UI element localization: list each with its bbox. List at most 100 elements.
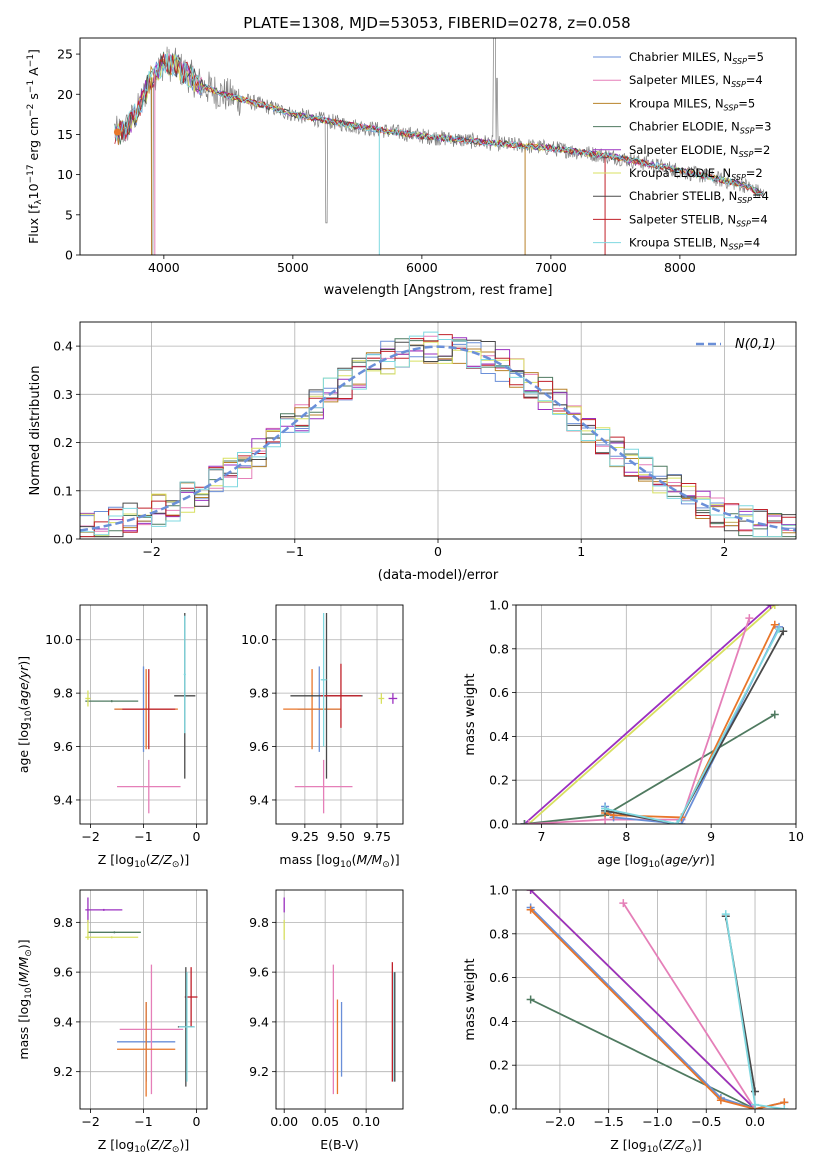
mass-weight-line xyxy=(524,713,776,824)
x-tick-label: 0.0 xyxy=(745,1114,765,1129)
point-marker xyxy=(775,625,784,634)
axes-frame xyxy=(515,889,797,1110)
y-tick-label: 0.8 xyxy=(489,641,509,656)
y-tick-label: 9.8 xyxy=(53,915,73,930)
plot-area xyxy=(113,38,765,255)
x-tick-label: 0 xyxy=(434,544,442,559)
legend-entry: Chabrier ELODIE, NSSP=3 xyxy=(629,120,771,136)
point-marker xyxy=(770,710,779,719)
axes-frame xyxy=(275,889,404,1110)
axes-frame xyxy=(515,604,797,825)
x-axis-label: age [log10(age/yr)] xyxy=(597,852,714,870)
plot-area xyxy=(85,613,196,814)
normal-curve xyxy=(80,345,796,532)
y-tick-label: 10 xyxy=(57,167,73,182)
x-tick-label: 2 xyxy=(720,544,728,559)
x-axis-label: Z [log10(Z/Z⊙)] xyxy=(98,1137,189,1155)
age-vs-metallicity-panel: −2 −1 0 9.4 9.6 9.8 10.0 Z [log10(Z/Z⊙)] age [lo… xyxy=(16,604,208,870)
y-tick-label: 0 xyxy=(65,248,73,263)
mass-weight-line xyxy=(529,890,756,1109)
legend-entry: Salpeter MILES, NSSP=4 xyxy=(629,73,763,89)
point-marker xyxy=(524,820,533,824)
x-tick-label: −1 xyxy=(286,544,304,559)
mass-weight-vs-metallicity-panel: −2.0 −1.5 −1.0 −0.5 0.0 0.0 0.2 0.4 0.6 0.8 1.0 Z [… xyxy=(463,883,797,1155)
model-spectrum xyxy=(114,52,764,198)
legend-entry: Kroupa STELIB, NSSP=4 xyxy=(629,236,760,252)
mass-weight-line xyxy=(528,605,776,824)
x-tick-label: 9.50 xyxy=(327,829,355,844)
y-axis-label: mass weight xyxy=(463,673,478,755)
y-tick-label: 9.8 xyxy=(249,686,269,701)
y-axis-label: mass weight xyxy=(463,958,478,1040)
y-axis-label: Flux [fλ10−17 erg cm−2 s−1 A−1] xyxy=(26,49,44,244)
y-tick-label: 10.0 xyxy=(45,632,73,647)
y-tick-label: 9.6 xyxy=(53,739,73,754)
mass-weight-line xyxy=(523,605,772,824)
point-marker xyxy=(716,1096,725,1105)
x-tick-label: 0 xyxy=(192,829,200,844)
axes-frame xyxy=(79,321,797,540)
y-tick-label: 0.4 xyxy=(53,339,73,354)
y-axis-label: mass [log10(M/M⊙)] xyxy=(16,939,34,1059)
x-tick-label: −1 xyxy=(134,1114,152,1129)
x-tick-label: 4000 xyxy=(148,260,180,275)
y-tick-label: 15 xyxy=(57,127,73,142)
point-marker xyxy=(745,614,754,623)
x-tick-label: 8 xyxy=(622,829,630,844)
y-tick-label: 0.4 xyxy=(489,1014,509,1029)
y-tick-label: 0.1 xyxy=(53,483,73,498)
x-tick-label: 9 xyxy=(707,829,715,844)
y-tick-label: 0.0 xyxy=(53,532,73,547)
x-tick-label: 7000 xyxy=(535,260,567,275)
mass-weight-line xyxy=(530,998,756,1109)
mass-weight-vs-age-panel: 7 8 9 10 0.0 0.2 0.4 0.6 0.8 1.0 age [log10(age/yr… xyxy=(463,598,804,871)
point-marker xyxy=(766,605,775,609)
x-axis-label: E(B-V) xyxy=(320,1137,359,1152)
legend-entry: Chabrier STELIB, NSSP=4 xyxy=(629,189,769,205)
x-tick-label: 5000 xyxy=(277,260,309,275)
y-tick-label: 9.6 xyxy=(249,965,269,980)
x-axis-label: mass [log10(M/M⊙)] xyxy=(279,852,399,870)
point-marker xyxy=(673,820,682,824)
spectrum-start-marker xyxy=(113,128,121,136)
point-marker xyxy=(601,804,610,813)
x-tick-label: 6000 xyxy=(406,260,438,275)
residual-histogram xyxy=(80,339,796,538)
x-tick-label: 9.75 xyxy=(363,829,391,844)
y-tick-label: 0.8 xyxy=(489,926,509,941)
y-tick-label: 0.2 xyxy=(489,1058,509,1073)
x-tick-label: 10 xyxy=(788,829,804,844)
legend-entry: Kroupa ELODIE, NSSP=2 xyxy=(629,166,763,182)
y-tick-label: 9.2 xyxy=(249,1064,269,1079)
plot-area xyxy=(283,897,396,1095)
legend-entry: N(0,1) xyxy=(735,337,776,352)
mass-vs-ebv-panel: 0.00 0.05 0.10 9.2 9.4 9.6 9.8 E(B-V) xyxy=(249,889,404,1152)
y-tick-label: 9.6 xyxy=(53,965,73,980)
residual-histogram xyxy=(80,341,796,538)
plot-area xyxy=(520,605,788,824)
point-marker xyxy=(770,620,779,629)
y-tick-label: 9.4 xyxy=(53,792,73,807)
x-tick-label: −2.0 xyxy=(545,1114,575,1129)
x-tick-label: −1 xyxy=(134,829,152,844)
x-tick-label: 0.00 xyxy=(270,1114,298,1129)
mass-weight-line xyxy=(604,630,785,824)
legend-entry: Salpeter STELIB, NSSP=4 xyxy=(629,212,768,228)
x-tick-label: 1 xyxy=(577,544,585,559)
y-tick-label: 9.4 xyxy=(53,1014,73,1029)
y-tick-label: 0.0 xyxy=(489,817,509,832)
x-tick-label: 0 xyxy=(192,1114,200,1129)
x-tick-label: −0.5 xyxy=(691,1114,721,1129)
point-marker xyxy=(520,820,529,824)
point-marker xyxy=(526,995,535,1004)
y-tick-label: 9.2 xyxy=(53,1064,73,1079)
x-tick-label: −2 xyxy=(81,1114,99,1129)
mass-vs-metallicity-panel: −2 −1 0 9.2 9.4 9.6 9.8 Z [log10(Z/Z⊙)] mass [lo… xyxy=(16,889,208,1155)
axes-frame xyxy=(79,37,797,256)
legend-entry: Kroupa MILES, NSSP=5 xyxy=(629,96,755,112)
x-tick-label: −1.5 xyxy=(594,1114,624,1129)
y-axis-label: Normed distribution xyxy=(28,366,43,496)
x-axis-label: Z [log10(Z/Z⊙)] xyxy=(610,1137,701,1155)
y-tick-label: 0.2 xyxy=(53,435,73,450)
